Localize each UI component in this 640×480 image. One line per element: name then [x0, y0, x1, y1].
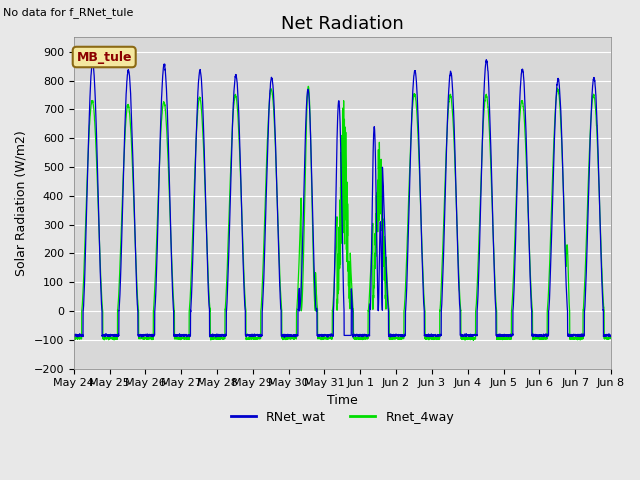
Title: Net Radiation: Net Radiation	[281, 15, 404, 33]
X-axis label: Time: Time	[327, 394, 358, 407]
Rnet_4way	[323, 335, 330, 340]
RNet_wat	[607, 333, 614, 339]
Text: MB_tule: MB_tule	[76, 50, 132, 63]
RNet_wat	[463, 333, 470, 338]
RNet_wat	[433, 332, 441, 338]
Rnet_4way	[70, 336, 77, 342]
Rnet_4way	[433, 335, 441, 341]
Rnet_4way	[470, 337, 477, 343]
RNet_wat	[280, 335, 288, 340]
Rnet_4way	[166, 217, 174, 223]
RNet_wat	[323, 332, 330, 338]
Rnet_4way	[493, 336, 501, 342]
Legend: RNet_wat, Rnet_4way: RNet_wat, Rnet_4way	[225, 406, 459, 429]
RNet_wat	[166, 213, 174, 219]
RNet_wat	[483, 57, 490, 62]
RNet_wat	[493, 332, 501, 338]
RNet_wat	[607, 333, 615, 338]
RNet_wat	[70, 333, 77, 339]
Text: No data for f_RNet_tule: No data for f_RNet_tule	[3, 7, 134, 18]
Rnet_4way	[463, 335, 470, 341]
Y-axis label: Solar Radiation (W/m2): Solar Radiation (W/m2)	[15, 130, 28, 276]
Line: Rnet_4way: Rnet_4way	[74, 86, 611, 340]
Rnet_4way	[305, 84, 312, 89]
Rnet_4way	[607, 335, 615, 341]
Rnet_4way	[607, 334, 614, 340]
Line: RNet_wat: RNet_wat	[74, 60, 611, 337]
